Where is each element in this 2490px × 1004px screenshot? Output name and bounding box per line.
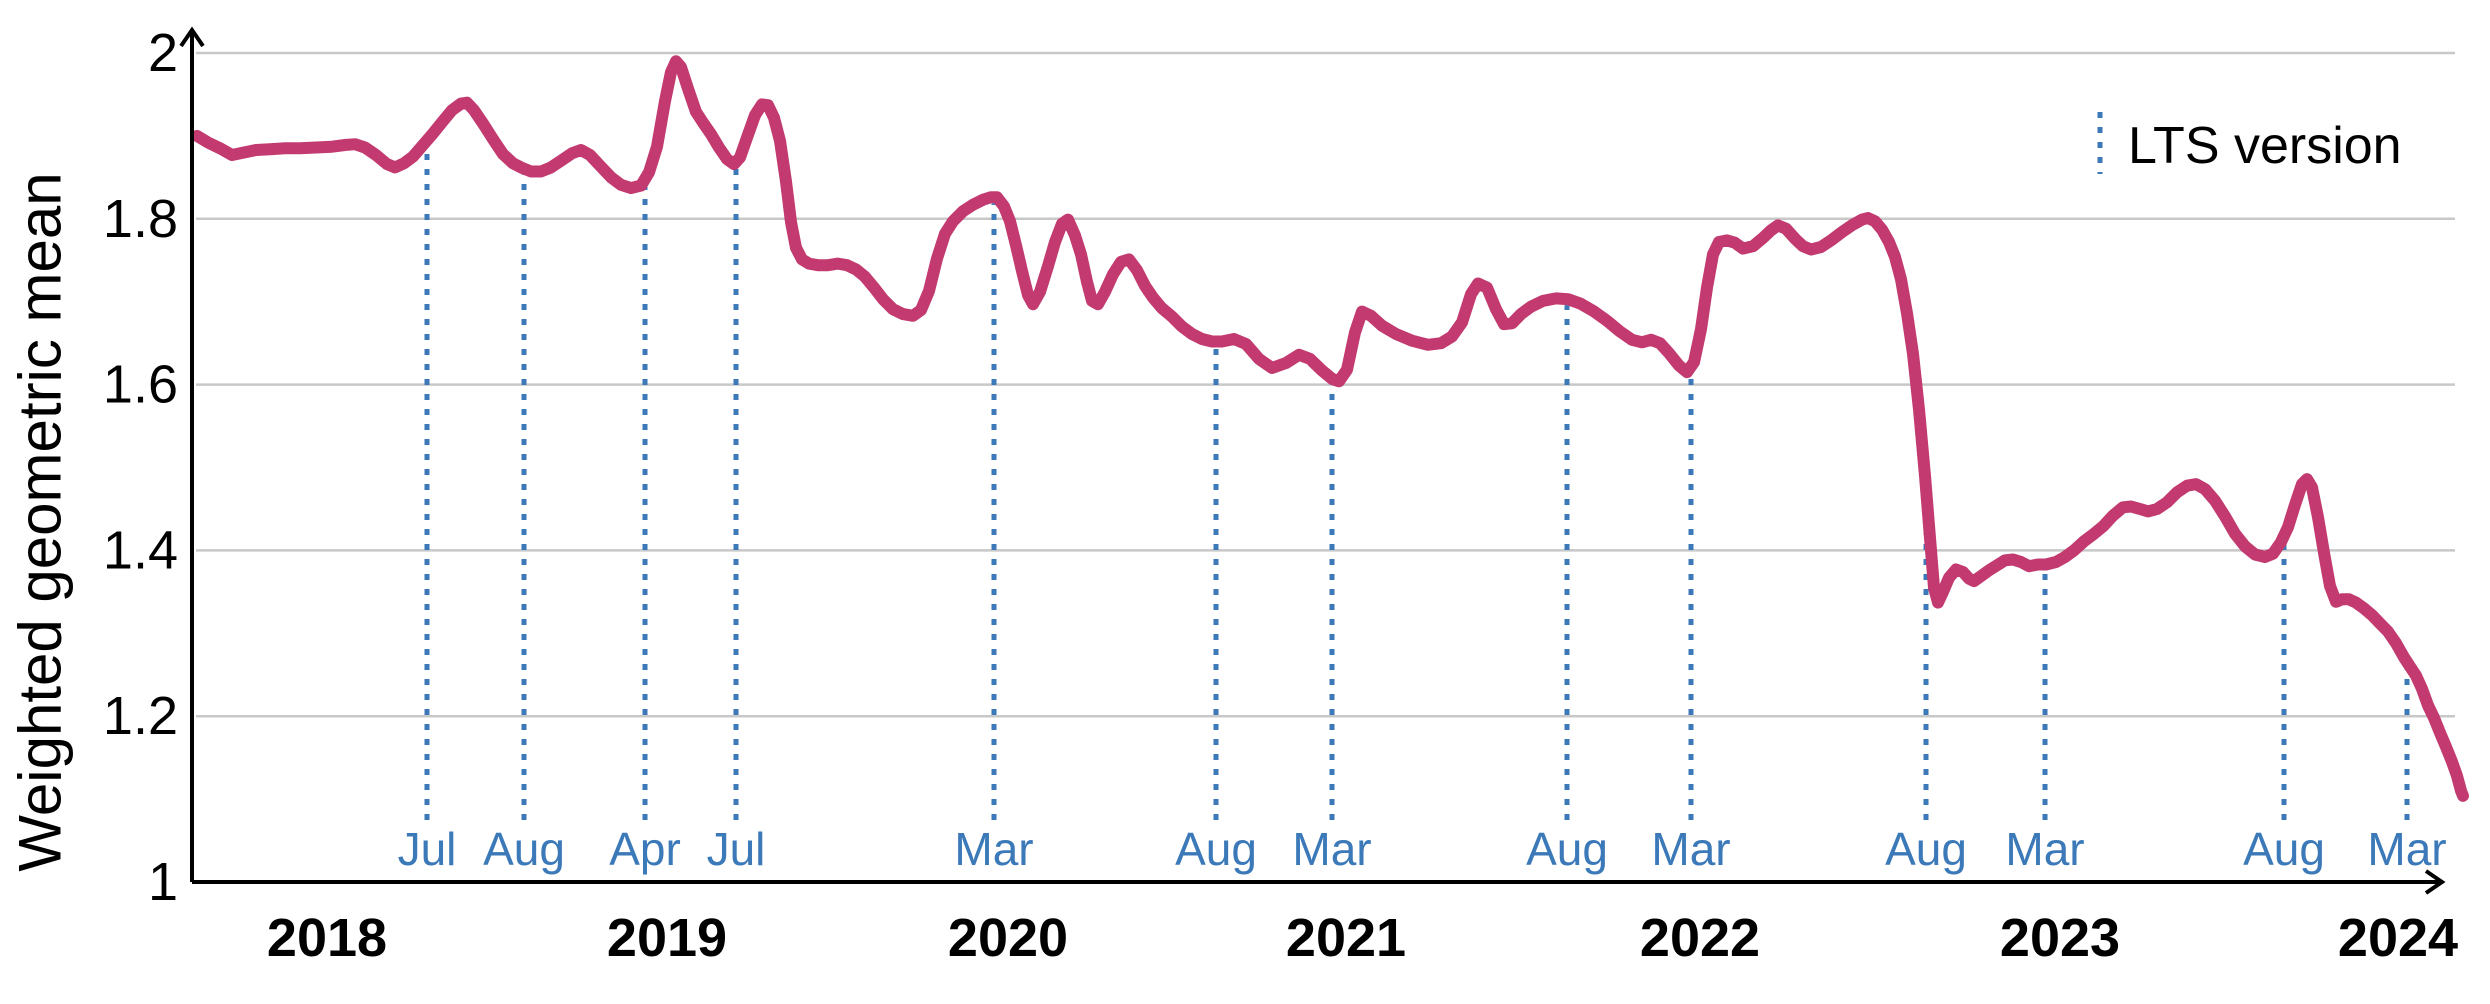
lts-month-label: Mar <box>2367 823 2446 875</box>
x-tick-label: 2022 <box>1640 908 1760 968</box>
y-tick-label: 1 <box>148 852 178 912</box>
y-tick-label: 1.2 <box>103 686 178 746</box>
lts-month-label: Aug <box>1526 823 1608 875</box>
y-tick-label: 1.8 <box>103 189 178 249</box>
lts-month-label: Mar <box>2005 823 2084 875</box>
x-axis-arrow-icon <box>2424 869 2446 895</box>
lts-month-label: Aug <box>1885 823 1967 875</box>
x-tick-label: 2018 <box>267 908 387 968</box>
x-tick-label: 2019 <box>607 908 727 968</box>
lts-month-label: Mar <box>1292 823 1371 875</box>
legend-label: LTS version <box>2128 117 2402 175</box>
y-tick-label: 1.6 <box>103 355 178 415</box>
series-line <box>191 55 2469 802</box>
lts-month-label: Mar <box>954 823 1033 875</box>
y-axis-title: Weighted geometric mean <box>7 172 74 871</box>
lts-month-label: Jul <box>707 823 766 875</box>
lts-month-label: Aug <box>1175 823 1257 875</box>
lts-month-label: Apr <box>609 823 681 875</box>
x-tick-label: 2024 <box>2338 908 2458 968</box>
y-tick-label: 2 <box>148 23 178 83</box>
x-tick-label: 2020 <box>948 908 1068 968</box>
x-tick-label: 2021 <box>1286 908 1406 968</box>
lts-month-label: Aug <box>2243 823 2325 875</box>
lts-month-label: Mar <box>1651 823 1730 875</box>
lts-month-label: Jul <box>398 823 457 875</box>
y-axis-arrow-icon <box>179 26 205 48</box>
lts-month-label: Aug <box>483 823 565 875</box>
legend: LTS version <box>2097 112 2402 175</box>
y-tick-label: 1.4 <box>103 520 178 580</box>
x-tick-label: 2023 <box>2000 908 2120 968</box>
